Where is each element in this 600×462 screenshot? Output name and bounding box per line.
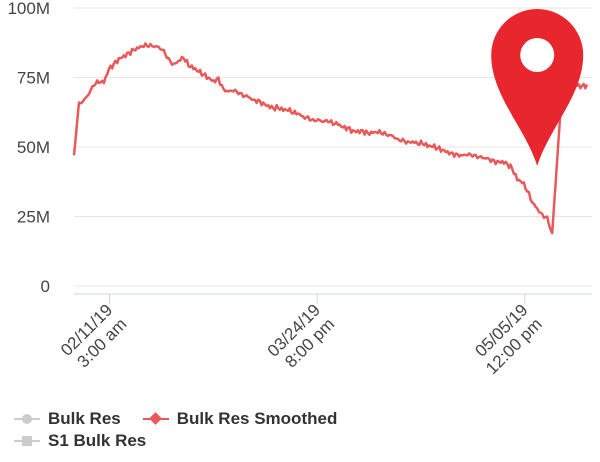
legend-item-s1-bulk-res[interactable]: S1 Bulk Res — [14, 431, 146, 451]
map-pin-icon — [491, 9, 584, 166]
x-tick-label: 05/05/1912:00 pm — [468, 300, 546, 378]
legend-diamond-icon — [142, 412, 169, 426]
legend-square-icon — [14, 434, 40, 448]
legend-label: S1 Bulk Res — [48, 431, 147, 450]
legend-item-bulk-res[interactable]: Bulk Res — [14, 409, 121, 429]
legend-item-bulk-res-smoothed[interactable]: Bulk Res Smoothed — [142, 409, 338, 429]
legend-label: Bulk Res — [48, 409, 121, 428]
y-tick-label: 50M — [17, 138, 50, 157]
legend: Bulk Res Bulk Res Smoothed S1 Bulk Res — [14, 408, 359, 452]
legend-row: Bulk Res Bulk Res Smoothed — [14, 408, 359, 430]
series-line — [72, 42, 589, 235]
legend-label: Bulk Res Smoothed — [176, 409, 338, 428]
y-tick-label: 0 — [41, 277, 50, 296]
x-tick-label: 02/11/193:00 am — [57, 300, 130, 373]
x-tick-label: 03/24/198:00 pm — [264, 300, 338, 374]
y-tick-label: 25M — [17, 208, 50, 227]
y-tick-label: 75M — [17, 69, 50, 88]
legend-row: S1 Bulk Res — [14, 430, 359, 452]
map-pin-body — [491, 9, 584, 166]
y-tick-label: 100M — [7, 0, 50, 18]
map-pin-hole — [520, 38, 555, 72]
legend-circle-icon — [14, 412, 40, 426]
